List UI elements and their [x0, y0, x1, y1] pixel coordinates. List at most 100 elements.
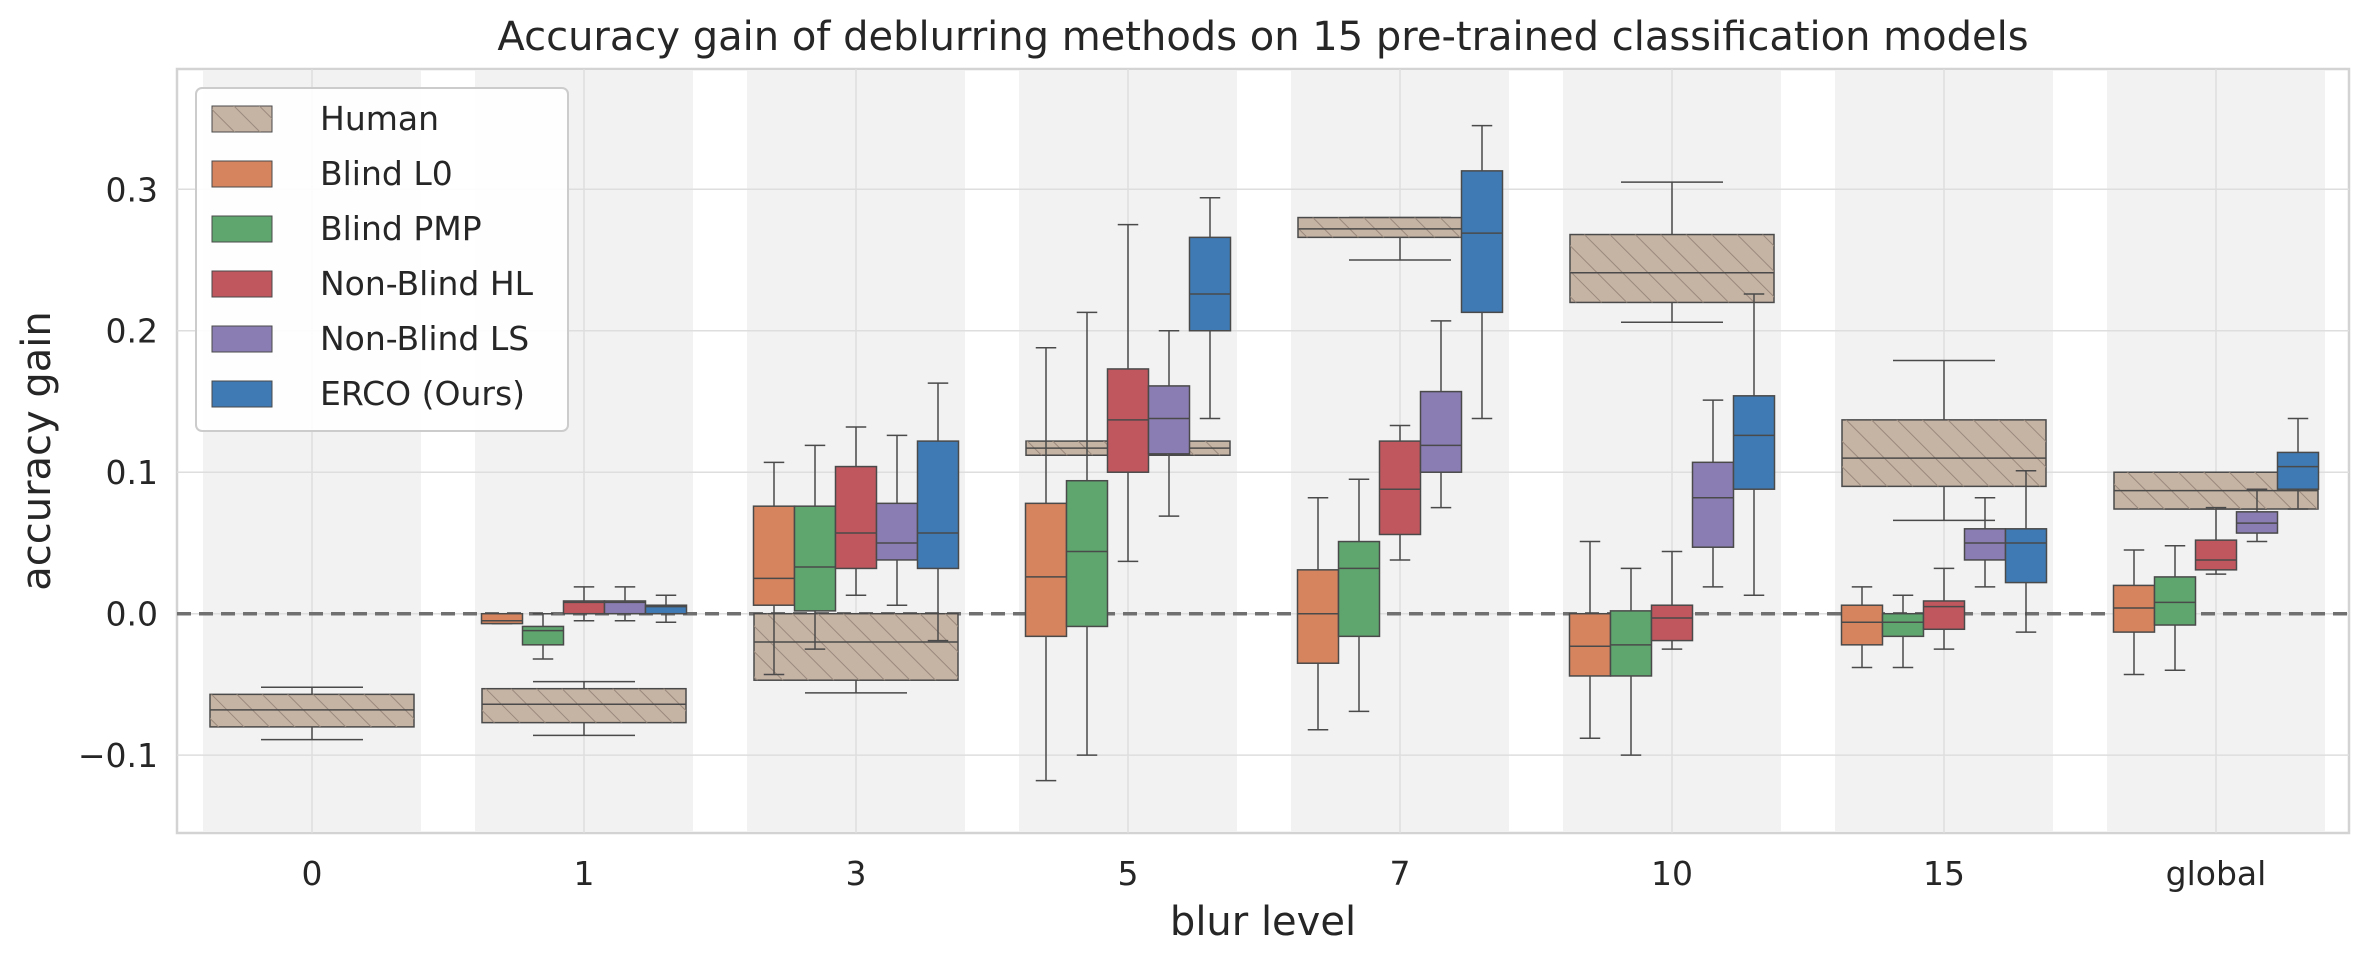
legend-label-4: Non-Blind LS — [320, 319, 529, 358]
box-4-10-rect — [1732, 395, 1776, 490]
legend: Human Blind L0 Blind PMP Non-Blind HL Non-Bl… — [195, 87, 569, 432]
human-box-3 — [753, 612, 959, 694]
box-3-global — [2235, 488, 2279, 543]
box-4-3-rect — [916, 440, 960, 570]
box-4-3 — [916, 382, 960, 642]
box-2-10-rect — [1650, 604, 1694, 642]
box-2-7-rect — [1378, 440, 1422, 536]
legend-swatch-2 — [211, 215, 273, 243]
legend-item-4: Non-Blind LS — [211, 319, 529, 358]
box-4-5-rect — [1188, 236, 1232, 332]
box-1-5-rect — [1065, 479, 1109, 628]
box-0-7-rect — [1296, 569, 1340, 664]
box-2-15-rect — [1922, 600, 1966, 631]
box-2-global — [2194, 506, 2238, 575]
x-tick-label-global: global — [2166, 854, 2267, 893]
human-box-0 — [209, 686, 415, 741]
box-0-15-rect — [1840, 604, 1884, 646]
box-4-1-rect — [644, 604, 688, 615]
y-tick-labels: −0.1 0.0 0.1 0.2 0.3 — [78, 170, 158, 775]
legend-item-3: Non-Blind HL — [211, 264, 534, 303]
box-2-15 — [1922, 567, 1966, 650]
y-tick-label-0: −0.1 — [78, 736, 158, 775]
legend-swatch-4 — [211, 325, 273, 353]
box-0-1-rect — [480, 612, 524, 625]
human-box-15 — [1841, 359, 2047, 522]
box-3-7-rect — [1419, 390, 1463, 473]
box-3-7 — [1419, 320, 1463, 509]
box-3-15 — [1963, 496, 2007, 588]
human-box-15-hatch — [1842, 419, 2046, 487]
box-0-7 — [1296, 496, 1340, 731]
human-box-3-hatch — [754, 613, 958, 681]
box-3-5-rect — [1147, 385, 1191, 455]
box-0-5 — [1024, 346, 1068, 782]
box-3-1 — [603, 586, 647, 622]
box-3-5 — [1147, 329, 1191, 517]
human-box-10-hatch — [1570, 234, 1774, 303]
box-4-10 — [1732, 293, 1776, 597]
box-2-5 — [1106, 223, 1150, 563]
box-4-7-rect — [1460, 170, 1504, 314]
chart-title: Accuracy gain of deblurring methods on 1… — [497, 14, 2028, 60]
x-tick-labels: 0 1 3 5 7 10 15 global — [302, 854, 2267, 893]
legend-frame — [195, 87, 569, 432]
box-2-1 — [562, 586, 606, 622]
boxes-layer — [209, 124, 2320, 782]
box-1-global — [2153, 545, 2197, 672]
box-3-10-rect — [1691, 461, 1735, 548]
box-0-1 — [480, 612, 524, 625]
legend-swatch-1 — [211, 160, 273, 188]
x-tick-label-5: 5 — [1118, 854, 1139, 893]
human-box-1 — [481, 680, 687, 737]
box-4-1 — [644, 594, 688, 623]
box-1-global-rect — [2153, 576, 2197, 626]
box-4-15 — [2004, 470, 2048, 633]
box-4-5 — [1188, 196, 1232, 420]
human-box-7-hatch — [1298, 217, 1502, 238]
box-1-3-rect — [793, 505, 837, 612]
box-4-global-rect — [2276, 451, 2320, 490]
legend-label-3: Non-Blind HL — [320, 264, 534, 303]
x-axis-label: blur level — [1170, 899, 1356, 945]
box-1-10 — [1609, 567, 1653, 756]
human-box-10 — [1569, 181, 1775, 324]
box-3-10 — [1691, 399, 1735, 588]
x-tick-label-10: 10 — [1651, 854, 1693, 893]
box-1-10-rect — [1609, 610, 1653, 677]
y-axis-label: accuracy gain — [14, 311, 60, 591]
y-tick-label-1: 0.0 — [106, 595, 158, 634]
legend-label-5: ERCO (Ours) — [320, 374, 525, 413]
box-0-3 — [752, 461, 796, 676]
y-tick-label-3: 0.2 — [106, 312, 158, 351]
box-1-7-rect — [1337, 540, 1381, 638]
box-1-3 — [793, 444, 837, 650]
x-tick-label-15: 15 — [1923, 854, 1965, 893]
box-3-3 — [875, 434, 919, 606]
box-0-3-rect — [752, 505, 796, 606]
legend-item-0: Human — [211, 99, 439, 138]
box-0-10 — [1568, 540, 1612, 739]
box-1-5 — [1065, 311, 1109, 756]
legend-item-2: Blind PMP — [211, 209, 482, 248]
human-box-1-hatch — [482, 688, 686, 723]
box-1-1-rect — [521, 625, 565, 646]
box-1-7 — [1337, 478, 1381, 713]
box-0-global — [2112, 549, 2156, 676]
x-tick-label-1: 1 — [574, 854, 595, 893]
x-tick-label-0: 0 — [302, 854, 323, 893]
box-0-5-rect — [1024, 502, 1068, 638]
y-tick-label-2: 0.1 — [106, 453, 158, 492]
legend-swatch-hatch-0 — [212, 106, 272, 132]
x-tick-label-7: 7 — [1390, 854, 1411, 893]
legend-label-1: Blind L0 — [320, 154, 453, 193]
box-3-15-rect — [1963, 528, 2007, 561]
legend-swatch-5 — [211, 380, 273, 408]
y-tick-label-4: 0.3 — [106, 170, 158, 209]
box-4-15-rect — [2004, 528, 2048, 584]
legend-swatch-3 — [211, 270, 273, 298]
box-2-global-rect — [2194, 539, 2238, 571]
legend-item-5: ERCO (Ours) — [211, 374, 525, 413]
box-0-15 — [1840, 586, 1884, 669]
